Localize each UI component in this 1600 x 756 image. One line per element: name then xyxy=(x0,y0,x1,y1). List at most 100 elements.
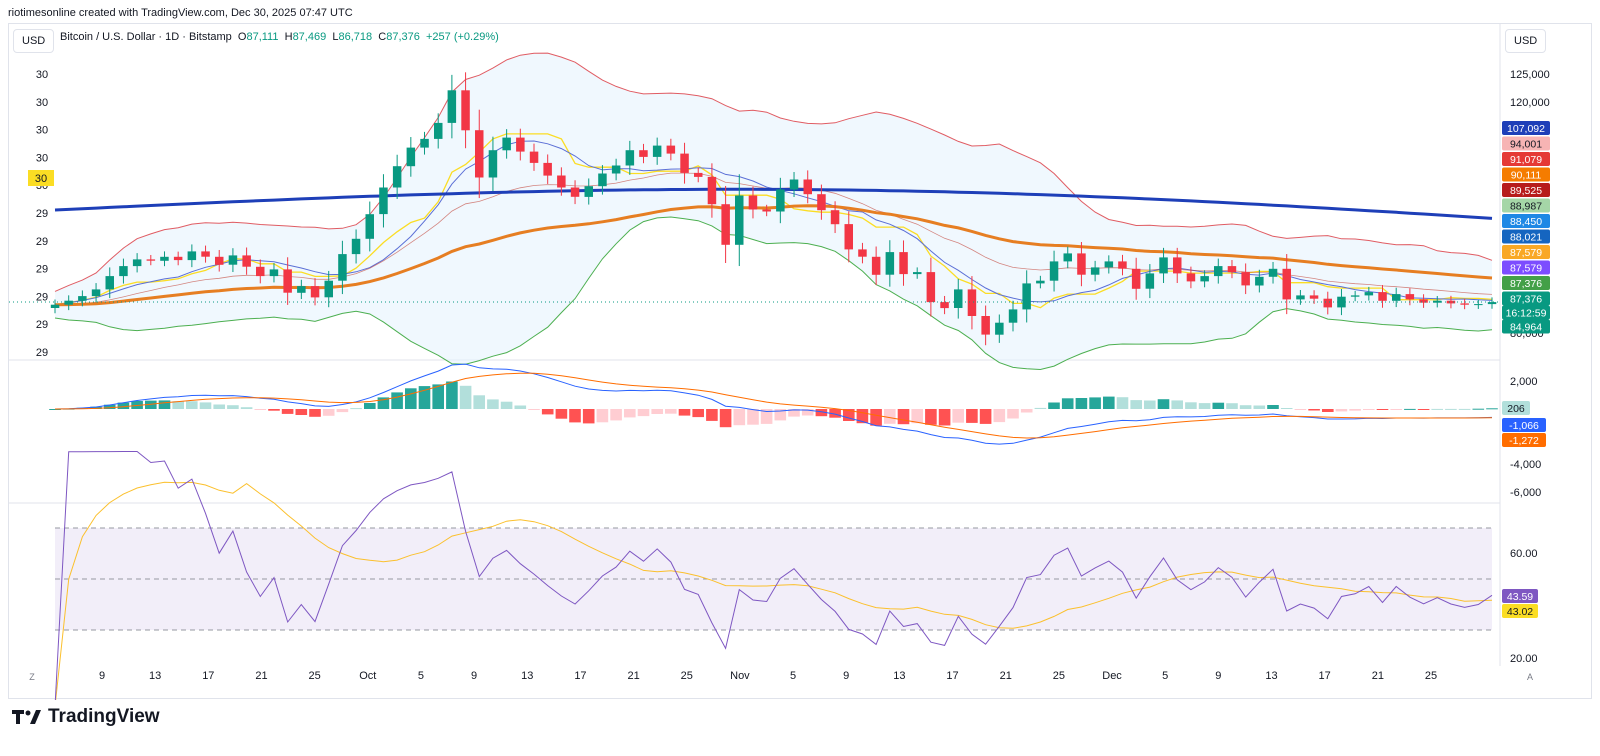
macd-histogram-bar xyxy=(1445,408,1457,410)
candle-body xyxy=(1145,273,1155,289)
macd-histogram-bar xyxy=(966,409,978,423)
candle-body xyxy=(228,255,238,265)
macd-histogram-bar xyxy=(1212,402,1225,409)
macd-histogram-bar xyxy=(870,409,882,426)
candle-body xyxy=(1090,267,1100,275)
macd-histogram-bar xyxy=(692,409,704,418)
x-axis-tick-label: 5 xyxy=(1162,670,1168,682)
candle-body xyxy=(1063,253,1072,262)
left-axis-tick-label: 30 xyxy=(36,125,48,137)
rsi-ma-line xyxy=(55,481,1493,700)
candle-body xyxy=(215,256,224,265)
x-axis-tick-label: 25 xyxy=(1425,670,1437,682)
macd-histogram-bar xyxy=(1363,409,1375,410)
x-axis-tick-label: 21 xyxy=(1000,670,1012,682)
candle-body xyxy=(748,195,758,210)
macd-histogram-bar xyxy=(1294,409,1307,410)
change-value: +257 (+0.29%) xyxy=(425,31,499,43)
macd-histogram-bar xyxy=(391,392,403,409)
macd-histogram-bar xyxy=(815,409,828,417)
price-label: 16:12:59 xyxy=(1506,308,1547,320)
macd-histogram-bar xyxy=(459,385,472,409)
price-label-bg xyxy=(1502,121,1550,135)
low-value: 86,718 xyxy=(338,31,373,43)
currency-left-button[interactable]: USD xyxy=(13,29,55,53)
x-axis-tick-label: 17 xyxy=(574,670,586,682)
macd-label-bg xyxy=(1502,418,1546,432)
candle-body xyxy=(379,187,388,215)
macd-histogram-bar xyxy=(719,409,732,428)
candle-body xyxy=(1364,292,1374,296)
macd-histogram-bar xyxy=(843,409,855,421)
price-label: 84,964 xyxy=(1510,322,1542,334)
macd-axis-tick-label: -4,000 xyxy=(1510,459,1541,471)
candle-body xyxy=(338,254,347,281)
candle-body xyxy=(871,256,881,275)
macd-axis-tick-label: 2,000 xyxy=(1510,376,1538,388)
macd-histogram-bar xyxy=(938,409,951,426)
macd-histogram-bar xyxy=(309,409,321,417)
x-axis-tick-label: 9 xyxy=(843,670,849,682)
macd-histogram-bar xyxy=(610,409,622,421)
candle-body xyxy=(242,255,251,267)
x-axis-tick-label: 13 xyxy=(1265,670,1277,682)
macd-label: -1,066 xyxy=(1509,420,1539,432)
price-label-bg xyxy=(1502,214,1550,228)
currency-right-button[interactable]: USD xyxy=(1505,29,1547,53)
chart-canvas[interactable]: 9 13 17 21 25 Oct 5 9 13 17 21 25 Nov 5 9 13 17 21 25 Dec 5 9… xyxy=(0,0,1600,700)
macd-histogram-bar xyxy=(281,409,294,414)
price-label-bg xyxy=(1502,305,1550,320)
candle-body xyxy=(625,150,635,166)
candle-body xyxy=(1241,272,1250,286)
price-label: 91,079 xyxy=(1510,154,1542,166)
candle-body xyxy=(789,179,799,190)
candle-body xyxy=(173,256,183,261)
price-label: 87,376 xyxy=(1510,294,1542,306)
rsi-ma-label-bg xyxy=(1502,604,1538,618)
macd-histogram-bar xyxy=(1157,399,1170,409)
high-value: 87,469 xyxy=(292,31,327,43)
macd-histogram-bar xyxy=(500,401,513,409)
macd-histogram-bar xyxy=(1048,402,1060,409)
chart-frame xyxy=(8,23,1592,699)
macd-signal-line xyxy=(54,372,1493,439)
auto-scale-label: A xyxy=(1527,672,1533,682)
price-label-bg xyxy=(1502,245,1550,259)
candle-body xyxy=(420,138,429,148)
macd-histogram-bar xyxy=(1390,409,1402,410)
macd-histogram-bar xyxy=(1376,409,1389,410)
candle-body xyxy=(365,214,374,239)
candle-body xyxy=(570,187,580,197)
x-axis-tick-label: 21 xyxy=(1372,670,1384,682)
macd-histogram-bar xyxy=(1308,409,1320,411)
rsi-label-bg xyxy=(1502,589,1538,603)
candle-body xyxy=(995,322,1004,335)
left-axis-tick-label: 29 xyxy=(36,236,48,248)
macd-histogram-bar xyxy=(199,402,212,409)
macd-histogram-bar xyxy=(186,401,198,409)
candle-body xyxy=(50,304,60,308)
macd-signal-label: -1,272 xyxy=(1509,435,1539,447)
macd-histogram-bar xyxy=(582,409,595,424)
macd-histogram-bar xyxy=(1130,400,1142,409)
candle-body xyxy=(776,189,785,212)
candle-body xyxy=(1323,298,1332,308)
macd-histogram-bar xyxy=(268,409,280,411)
symbol-title[interactable]: Bitcoin / U.S. Dollar · 1D · Bitstamp xyxy=(60,31,232,43)
candle-body xyxy=(1446,300,1456,304)
x-axis-tick-label: 25 xyxy=(309,670,321,682)
candle-body xyxy=(1008,309,1018,323)
x-axis-tick-label: 9 xyxy=(471,670,477,682)
macd-hist-label-bg xyxy=(1502,401,1530,415)
candle-body xyxy=(721,204,730,245)
macd-histogram-bar xyxy=(760,409,773,424)
left-axis-tick-label: 29 xyxy=(36,291,48,303)
candle-body xyxy=(119,266,128,277)
macd-histogram-bar xyxy=(747,409,759,425)
macd-histogram-bar xyxy=(336,409,349,413)
macd-histogram-bar xyxy=(706,409,718,421)
price-label-bg xyxy=(1502,276,1550,290)
candle-body xyxy=(762,209,771,212)
x-axis-tick-label: 9 xyxy=(1215,670,1221,682)
candle-body xyxy=(1118,261,1127,269)
